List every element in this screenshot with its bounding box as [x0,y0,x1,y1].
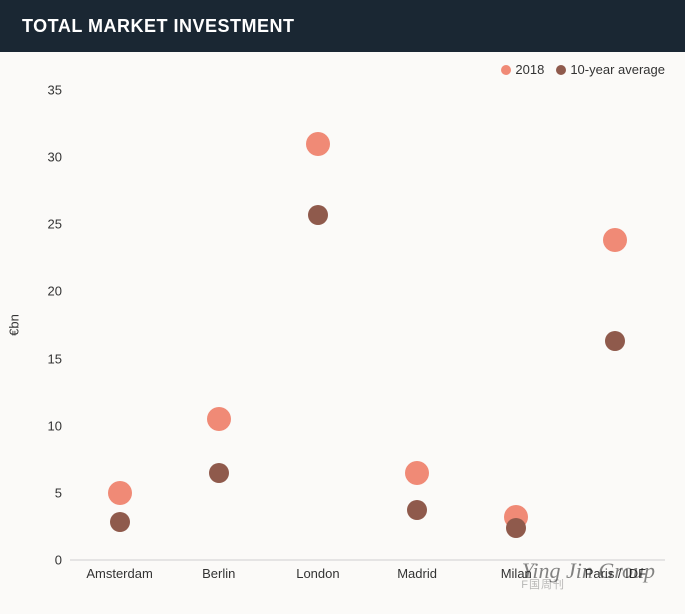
image-frame: TOTAL MARKET INVESTMENT €bn 2018 10-year … [0,0,685,614]
xtick-label: Paris / IDF [585,566,646,581]
ytick-label: 5 [55,485,62,500]
chart-title: TOTAL MARKET INVESTMENT [22,16,295,37]
ytick-label: 10 [48,418,62,433]
legend-swatch [501,65,511,75]
y-axis-label: €bn [7,314,22,336]
ytick-label: 30 [48,150,62,165]
legend-swatch [556,65,566,75]
legend: 2018 10-year average [493,62,665,77]
data-point [207,407,231,431]
xtick-label: Madrid [397,566,437,581]
legend-item: 10-year average [556,62,665,77]
data-point [209,463,229,483]
ytick-label: 35 [48,83,62,98]
plot-area: 05101520253035AmsterdamBerlinLondonMadri… [70,90,665,560]
ytick-label: 15 [48,351,62,366]
legend-label: 2018 [515,62,544,77]
ytick-label: 20 [48,284,62,299]
data-point [603,228,627,252]
xtick-label: Milan [501,566,532,581]
ytick-label: 0 [55,553,62,568]
ytick-label: 25 [48,217,62,232]
data-point [605,331,625,351]
xtick-label: London [296,566,339,581]
data-point [108,481,132,505]
x-axis-line [70,90,665,560]
chart-header: TOTAL MARKET INVESTMENT [0,0,685,52]
data-point [308,205,328,225]
data-point [506,518,526,538]
xtick-label: Berlin [202,566,235,581]
legend-label: 10-year average [570,62,665,77]
data-point [110,512,130,532]
data-point [407,500,427,520]
data-point [405,461,429,485]
data-point [306,132,330,156]
xtick-label: Amsterdam [86,566,152,581]
legend-item: 2018 [501,62,544,77]
